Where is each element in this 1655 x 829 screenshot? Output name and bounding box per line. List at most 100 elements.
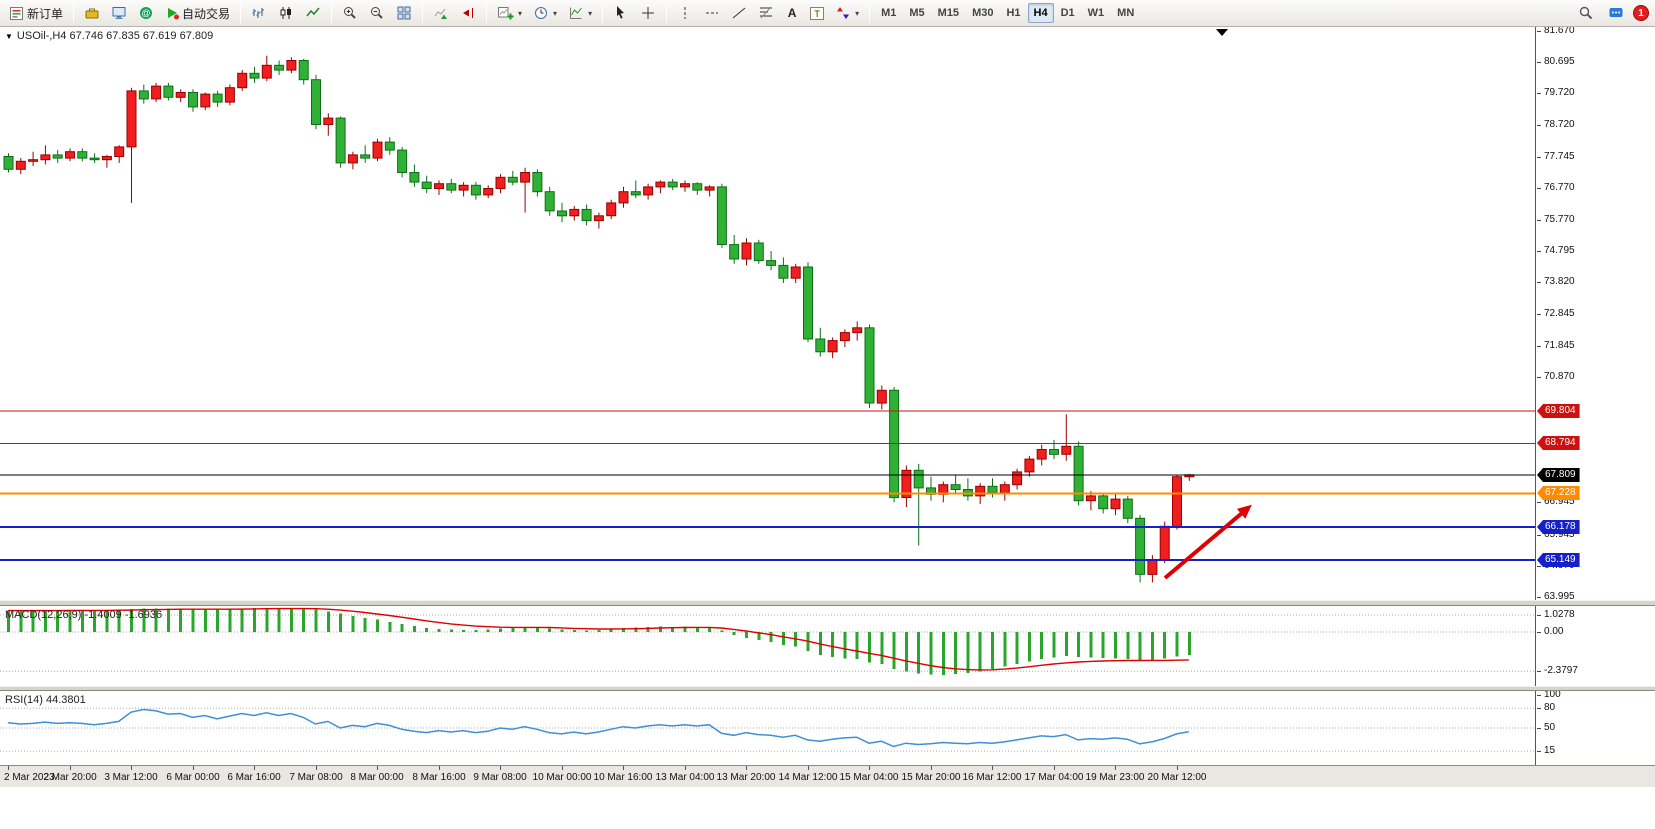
candle-down bbox=[298, 58, 309, 85]
candle-up bbox=[1012, 468, 1023, 490]
candle-down bbox=[692, 182, 703, 195]
crosshair-button[interactable] bbox=[635, 2, 661, 24]
trendline-button[interactable] bbox=[726, 2, 752, 24]
rsi-canvas[interactable] bbox=[0, 691, 1535, 765]
auto-trading-button[interactable]: 自动交易 bbox=[160, 2, 235, 24]
macd-pane[interactable]: MACD(12,26,9) -1.4009 -1.6936 bbox=[0, 606, 1536, 686]
terminal-button[interactable] bbox=[106, 2, 132, 24]
time-tick-mark bbox=[500, 766, 501, 770]
chart-workspace: ▼ USOil-,H4 67.746 67.835 67.619 67.809 … bbox=[0, 27, 1655, 829]
timeframe-m15[interactable]: M15 bbox=[937, 7, 960, 19]
chart-shift-button[interactable] bbox=[455, 2, 481, 24]
indicators-button[interactable]: ▾ bbox=[563, 2, 597, 24]
candle-up bbox=[151, 82, 162, 103]
terminal-icon bbox=[112, 7, 126, 19]
community-button[interactable]: @ bbox=[133, 2, 159, 24]
time-label: 13 Mar 04:00 bbox=[655, 772, 715, 783]
timeframe-w1[interactable]: W1 bbox=[1087, 7, 1105, 19]
new-order-button[interactable]: 新订单 bbox=[4, 2, 68, 24]
pane-divider[interactable] bbox=[0, 600, 1655, 606]
line-chart-button[interactable] bbox=[300, 2, 326, 24]
trend-arrow[interactable] bbox=[1163, 506, 1250, 580]
new-chart-button[interactable]: ▾ bbox=[492, 2, 527, 24]
candle-down bbox=[926, 476, 936, 501]
time-label: 6 Mar 16:00 bbox=[227, 772, 281, 783]
price-chart-canvas[interactable] bbox=[0, 27, 1535, 600]
periods-button[interactable]: ▾ bbox=[528, 2, 562, 24]
price-tick-label: 81.670 bbox=[1544, 27, 1575, 36]
timeframe-mn[interactable]: MN bbox=[1117, 7, 1135, 19]
text-label-button[interactable]: T bbox=[805, 2, 829, 24]
rsi-label-text: RSI(14) 44.3801 bbox=[5, 694, 86, 706]
collapse-icon[interactable]: ▼ bbox=[5, 31, 13, 41]
price-badge-65.149: 65.149 bbox=[1537, 553, 1580, 567]
fibonacci-button[interactable] bbox=[753, 2, 779, 24]
candle-up bbox=[175, 89, 186, 103]
candle-down bbox=[212, 90, 223, 107]
arrows-button[interactable]: ▾ bbox=[830, 2, 864, 24]
chart-shift-icon bbox=[463, 8, 474, 18]
chat-button[interactable] bbox=[1603, 2, 1629, 24]
timeframe-m1[interactable]: M1 bbox=[881, 7, 897, 19]
time-label: 13 Mar 20:00 bbox=[716, 772, 776, 783]
auto-scroll-button[interactable] bbox=[428, 2, 454, 24]
rsi-pane[interactable]: RSI(14) 44.3801 bbox=[0, 691, 1536, 765]
macd-tick-mark bbox=[1537, 671, 1541, 672]
arrow-shapes-icon bbox=[837, 7, 850, 19]
zoom-out-button[interactable] bbox=[364, 2, 390, 24]
candlestick-chart-button[interactable] bbox=[273, 2, 299, 24]
candle-up bbox=[458, 182, 469, 197]
pane-divider[interactable] bbox=[0, 686, 1655, 691]
time-tick-mark bbox=[70, 766, 71, 770]
text-button[interactable]: A bbox=[780, 2, 804, 24]
zoom-out-icon bbox=[371, 7, 383, 19]
candle-up bbox=[852, 321, 863, 341]
toolbar-separator bbox=[73, 3, 75, 23]
timeframe-m30[interactable]: M30 bbox=[972, 7, 994, 19]
macd-canvas[interactable] bbox=[0, 606, 1535, 686]
chart-shift-marker[interactable] bbox=[1216, 29, 1228, 36]
vertical-line-button[interactable] bbox=[672, 2, 698, 24]
timeframe-h4[interactable]: H4 bbox=[1027, 3, 1054, 23]
price-tick-label: 70.870 bbox=[1544, 371, 1575, 382]
timeframe-d1[interactable]: D1 bbox=[1060, 7, 1075, 19]
price-chart-pane[interactable]: ▼ USOil-,H4 67.746 67.835 67.619 67.809 bbox=[0, 27, 1536, 600]
toolbox-icon bbox=[85, 8, 99, 19]
candle-up bbox=[827, 337, 838, 359]
rsi-axis-label: 15 bbox=[1544, 745, 1556, 756]
chevron-down-icon: ▾ bbox=[588, 8, 593, 18]
candle-up bbox=[495, 174, 506, 194]
rsi-axis[interactable]: 100 80 50 15 bbox=[1537, 691, 1655, 765]
toolbox-button[interactable] bbox=[79, 2, 105, 24]
timeframe-h1[interactable]: H1 bbox=[1006, 7, 1021, 19]
candle-down bbox=[188, 89, 198, 112]
svg-text:@: @ bbox=[141, 8, 150, 18]
candle-up bbox=[704, 185, 715, 197]
new-chart-icon bbox=[498, 7, 514, 20]
notification-badge[interactable]: 1 bbox=[1633, 5, 1649, 21]
timeframe-m5[interactable]: M5 bbox=[909, 7, 925, 19]
zoom-in-button[interactable] bbox=[337, 2, 363, 24]
trend-arrow-head bbox=[1236, 504, 1252, 519]
horizontal-line-button[interactable] bbox=[699, 2, 725, 24]
cursor-button[interactable] bbox=[608, 2, 634, 24]
bar-chart-button[interactable] bbox=[246, 2, 272, 24]
candle-up bbox=[200, 92, 211, 111]
auto-scroll-icon bbox=[434, 8, 448, 19]
price-axis[interactable]: 81.670 80.695 79.720 78.720 77.745 76.770 75.7… bbox=[1537, 27, 1655, 600]
candle-down bbox=[311, 74, 321, 130]
price-tick-label: 73.820 bbox=[1544, 276, 1575, 287]
time-label: 2 Mar 2023 bbox=[4, 772, 55, 783]
candle-up bbox=[40, 145, 51, 165]
time-label: 16 Mar 12:00 bbox=[962, 772, 1022, 783]
macd-axis[interactable]: 1.0278 0.00 -2.3797 bbox=[1537, 606, 1655, 686]
candle-down bbox=[987, 478, 998, 498]
time-axis[interactable]: 2 Mar 2023 2 Mar 20:00 3 Mar 12:00 6 Mar 00… bbox=[0, 765, 1655, 787]
tile-windows-button[interactable] bbox=[391, 2, 417, 24]
candle-up bbox=[618, 186, 629, 208]
search-button[interactable] bbox=[1573, 2, 1599, 24]
time-tick-mark bbox=[685, 766, 686, 770]
candle-down bbox=[544, 186, 555, 216]
price-tick-mark bbox=[1537, 157, 1541, 158]
rsi-axis-label: 80 bbox=[1544, 702, 1556, 713]
